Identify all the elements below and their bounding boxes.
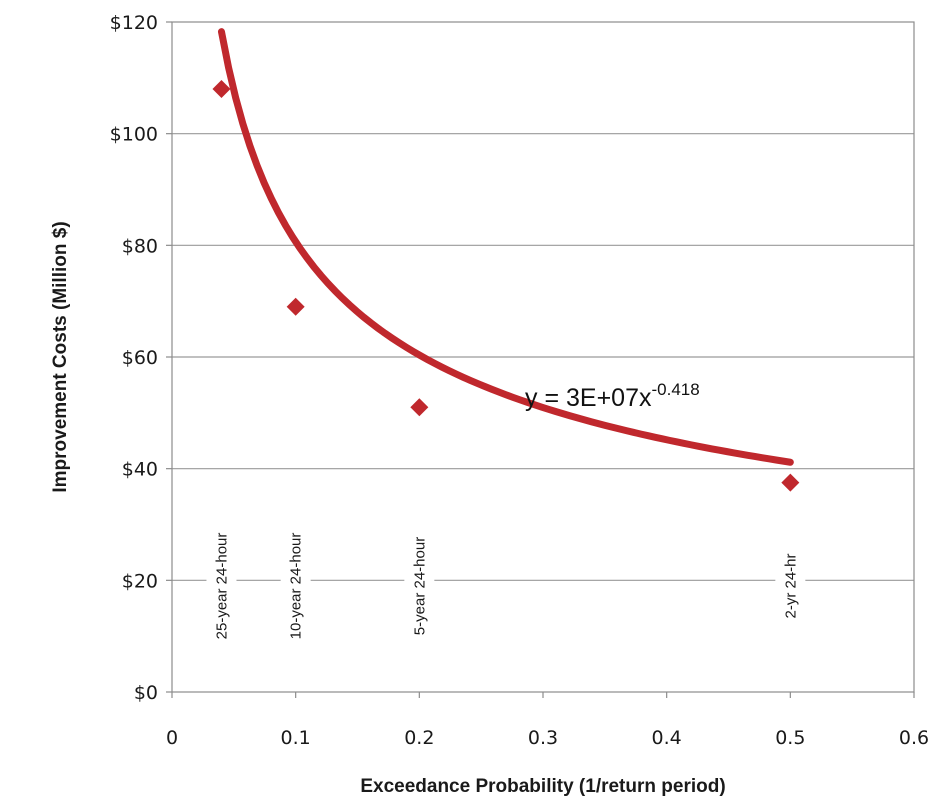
- data-point: [781, 473, 800, 492]
- x-tick-label: 0: [166, 727, 178, 749]
- annotation-background: [206, 505, 237, 667]
- x-tick-label: 0.2: [404, 727, 434, 749]
- y-tick-label: $120: [110, 12, 158, 34]
- y-tick-label: $20: [122, 570, 158, 592]
- point-annotations: 25-year 24-hour 10-year 24-hour 5-year 24-…: [206, 505, 806, 667]
- x-tick-label: 0.5: [775, 727, 805, 749]
- axes: $0 $20 $40 $60 $80 $100 $120 0 0.1 0.2 0.3 0.4 0.5 0.…: [110, 12, 929, 749]
- point-annotation: 5-year 24-hour: [411, 537, 428, 635]
- y-tick-label: $80: [122, 235, 158, 257]
- data-point: [410, 398, 429, 417]
- annotation-background: [775, 505, 806, 667]
- x-tick-label: 0.6: [899, 727, 929, 749]
- x-tick-label: 0.4: [652, 727, 682, 749]
- annotation-background: [280, 505, 311, 667]
- annotation-background: [404, 505, 435, 667]
- y-tick-label: $100: [110, 124, 158, 146]
- point-annotation: 25-year 24-hour: [213, 533, 230, 640]
- point-annotation: 10-year 24-hour: [288, 533, 305, 640]
- data-point: [286, 297, 305, 316]
- y-tick-label: $0: [134, 682, 158, 704]
- y-axis-title: Improvement Costs (Million $): [50, 221, 71, 492]
- x-tick-label: 0.1: [281, 727, 311, 749]
- y-tick-label: $60: [122, 347, 158, 369]
- trendline-equation: y = 3E+07x-0.418: [525, 380, 700, 412]
- data-point: [212, 80, 231, 98]
- point-annotation: 2-yr 24-hr: [782, 553, 799, 618]
- trendline: [217, 28, 794, 466]
- x-tick-label: 0.3: [528, 727, 558, 749]
- data-points: [212, 80, 800, 492]
- x-axis-title: Exceedance Probability (1/return period): [360, 776, 725, 797]
- y-tick-label: $40: [122, 459, 158, 481]
